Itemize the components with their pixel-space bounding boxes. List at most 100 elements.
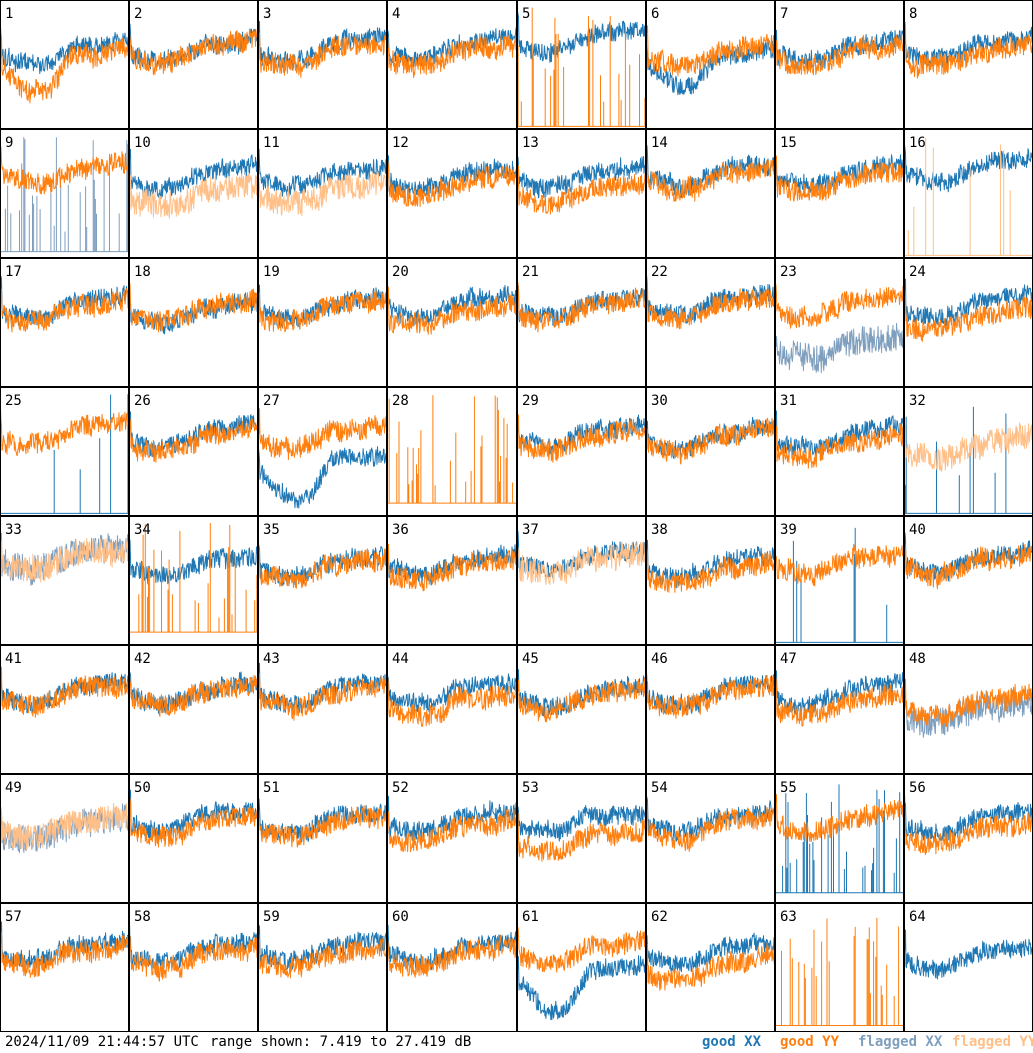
panel-label: 54 (651, 780, 668, 796)
good-xx-trace (905, 794, 1032, 842)
good-yy-trace (776, 33, 903, 76)
panel-border (258, 387, 387, 516)
panel-label: 42 (134, 651, 151, 667)
panel-60: 60 (387, 903, 517, 1032)
legend-flagged-yy: flagged YY (952, 1034, 1033, 1050)
panel-43: 43 (258, 645, 387, 774)
good-yy-trace (647, 671, 774, 719)
good-yy-trace (1, 146, 128, 195)
good-yy-trace (1, 931, 128, 978)
panel-border (387, 129, 517, 258)
panel-35: 35 (258, 516, 387, 645)
panel-border (517, 387, 646, 516)
footer: 2024/11/09 21:44:57 UTC range shown: 7.4… (0, 1032, 1033, 1053)
panel-11: 11 (258, 129, 387, 258)
panel-border (258, 0, 387, 129)
good-yy-trace (130, 935, 257, 982)
good-yy-trace (130, 417, 257, 463)
panel-label: 13 (522, 135, 539, 151)
panel-border (646, 129, 775, 258)
panel-border (129, 903, 258, 1032)
panel-label: 26 (134, 393, 151, 409)
panel-border (775, 645, 904, 774)
panel-52: 52 (387, 774, 517, 903)
panel-label: 27 (263, 393, 280, 409)
panel-16: 16 (904, 129, 1033, 258)
panel-label: 57 (5, 909, 22, 925)
panel-border (0, 903, 129, 1032)
panel-label: 32 (909, 393, 926, 409)
panel-label: 45 (522, 651, 539, 667)
good-yy-trace (518, 926, 645, 973)
panel-label: 8 (909, 6, 917, 22)
panel-44: 44 (387, 645, 517, 774)
panel-label: 36 (392, 522, 409, 538)
good-xx-trace (518, 669, 645, 717)
panel-56: 56 (904, 774, 1033, 903)
panel-50: 50 (129, 774, 258, 903)
good-yy-trace (647, 943, 774, 991)
good-yy-trace (388, 159, 516, 207)
panel-border (646, 387, 775, 516)
panel-label: 60 (392, 909, 409, 925)
panel-border (775, 258, 904, 387)
panel-border (129, 258, 258, 387)
panel-33: 33 (0, 516, 129, 645)
panel-19: 19 (258, 258, 387, 387)
panel-36: 36 (387, 516, 517, 645)
panel-61: 61 (517, 903, 646, 1032)
panel-46: 46 (646, 645, 775, 774)
range-label: range shown: 7.419 to 27.419 dB (210, 1034, 472, 1050)
panel-48: 48 (904, 645, 1033, 774)
good-yy-trace (388, 33, 516, 79)
panel-30: 30 (646, 387, 775, 516)
good-xx-trace (130, 539, 257, 585)
panel-label: 49 (5, 780, 22, 796)
panel-label: 16 (909, 135, 926, 151)
good-xx-trace (130, 789, 257, 840)
panel-label: 23 (780, 264, 797, 280)
good-yy-trace (1, 35, 128, 104)
good-yy-trace (518, 678, 645, 723)
panel-45: 45 (517, 645, 646, 774)
panel-border (387, 258, 517, 387)
panel-31: 31 (775, 387, 904, 516)
panel-26: 26 (129, 387, 258, 516)
panel-label: 10 (134, 135, 151, 151)
panel-border (258, 774, 387, 903)
good-xx-trace (259, 446, 386, 509)
panel-border (387, 903, 517, 1032)
panel-label: 62 (651, 909, 668, 925)
good-yy-trace (647, 417, 774, 465)
good-yy-trace (388, 286, 516, 335)
good-yy-trace (905, 29, 1032, 79)
panel-27: 27 (258, 387, 387, 516)
good-yy-trace (388, 395, 516, 504)
panel-24: 24 (904, 258, 1033, 387)
panel-label: 19 (263, 264, 280, 280)
panel-49: 49 (0, 774, 129, 903)
panel-13: 13 (517, 129, 646, 258)
panel-label: 2 (134, 6, 142, 22)
panel-label: 12 (392, 135, 409, 151)
good-xx-trace (518, 955, 645, 1021)
good-yy-trace (518, 812, 645, 862)
panel-28: 28 (387, 387, 517, 516)
panel-25: 25 (0, 387, 129, 516)
panel-label: 6 (651, 6, 659, 22)
good-xx-trace (518, 805, 645, 842)
panel-border (0, 516, 129, 645)
good-yy-trace (388, 678, 516, 727)
panel-border (129, 387, 258, 516)
good-xx-trace (905, 144, 1032, 193)
panel-39: 39 (775, 516, 904, 645)
panel-label: 28 (392, 393, 409, 409)
panel-22: 22 (646, 258, 775, 387)
panel-border (129, 516, 258, 645)
panel-8: 8 (904, 0, 1033, 129)
panel-label: 43 (263, 651, 280, 667)
panel-label: 40 (909, 522, 926, 538)
panel-border (517, 903, 646, 1032)
panel-border (646, 258, 775, 387)
panel-border (387, 0, 517, 129)
